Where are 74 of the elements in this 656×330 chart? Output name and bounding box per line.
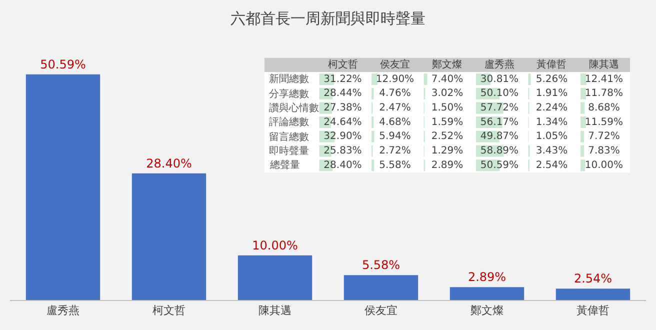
data-label: 7.83% [588,145,620,156]
data-label: 3.02% [431,88,464,100]
data-label: 10.00% [584,160,624,171]
data-label: 10.00% [252,238,298,252]
data-label: 2.54% [536,160,568,171]
data-label: 12.41% [584,74,624,85]
data-label: 31.22% [324,74,362,85]
y-tick-label: 評論總數 [269,116,309,128]
x-tick-label: 柯文哲 [152,304,186,318]
bar [132,173,206,300]
data-label: 24.64% [324,116,362,128]
data-label: 1.59% [431,116,464,128]
bar [556,288,630,300]
data-label: 50.59% [480,160,519,171]
x-tick-label: 侯友宜 [364,304,398,318]
data-label: 7.72% [588,131,620,142]
data-label: 57.72% [480,102,519,114]
x-tick-label: 黃偉哲 [536,58,567,70]
data-label: 5.58% [362,258,400,272]
data-label: 2.24% [536,102,568,114]
data-label: 2.89% [468,270,506,284]
data-label: 2.52% [431,131,464,142]
data-label: 4.76% [379,88,411,100]
data-label: 28.40% [146,156,192,170]
data-label: 1.05% [536,131,568,142]
x-tick-label: 陳其邁 [258,304,292,318]
data-label: 7.40% [431,74,464,85]
data-label: 50.59% [40,57,86,72]
data-label: 5.58% [379,160,411,171]
data-label: 1.91% [536,88,568,100]
data-label: 30.81% [480,74,519,85]
data-label: 50.10% [480,88,519,100]
data-label: 12.90% [376,74,414,85]
data-label: 32.90% [324,131,362,142]
data-label: 11.78% [584,88,624,100]
y-tick-label: 新聞總數 [269,73,309,85]
data-label: 5.26% [536,74,568,85]
data-label: 49.87% [480,131,519,142]
y-tick-label: 讚與心情數 [269,102,319,114]
data-label: 8.68% [588,102,620,114]
x-tick-label: 鄭文燦 [470,304,504,318]
data-label: 3.43% [536,145,568,156]
bar [238,255,312,300]
data-label: 1.50% [431,102,464,114]
y-tick-label: 即時聲量 [269,145,309,157]
data-label: 5.94% [379,131,411,142]
x-tick-label: 黃偉哲 [576,304,610,318]
bar [450,287,524,300]
data-label: 58.89% [480,145,519,156]
data-label: 2.47% [379,102,411,114]
data-label: 4.68% [379,116,411,128]
y-tick-label: 總聲量 [269,159,300,171]
x-tick-label: 柯文哲 [328,58,358,70]
x-tick-label: 鄭文燦 [432,58,462,70]
data-label: 2.89% [431,160,464,171]
data-label: 2.54% [574,272,612,286]
data-label: 11.59% [584,116,624,128]
data-label: 56.17% [480,116,519,128]
data-label: 28.40% [324,160,362,171]
y-tick-label: 留言總數 [269,131,309,143]
y-tick-label: 分享總數 [269,88,309,100]
x-tick-label: 盧秀燕 [46,304,80,318]
data-label: 1.29% [431,145,464,156]
bar [344,275,418,300]
data-label: 1.34% [536,116,568,128]
x-tick-label: 侯友宜 [380,58,410,70]
chart-title: 六都首長一周新聞與即時聲量 [230,10,426,28]
data-label: 2.72% [379,145,411,156]
x-tick-label: 盧秀燕 [484,58,514,70]
bar [26,74,100,300]
data-label: 28.44% [324,88,362,100]
x-tick-label: 陳其邁 [588,58,619,70]
data-label: 25.83% [324,145,362,156]
data-label: 27.38% [324,102,362,114]
